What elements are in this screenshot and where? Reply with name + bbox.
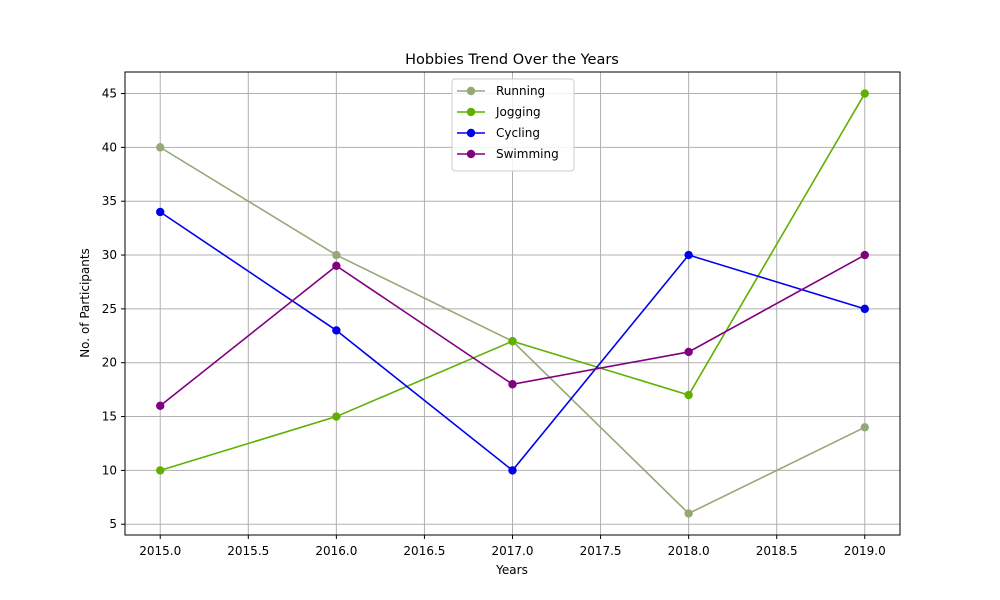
data-point-cycling (332, 326, 341, 335)
legend-item-cycling: Cycling (457, 126, 540, 140)
data-point-running (684, 509, 693, 518)
data-point-swimming (332, 261, 341, 271)
data-point-swimming (684, 347, 693, 357)
legend-swatch-marker (466, 107, 476, 117)
y-axis-label: No. of Participants (78, 248, 92, 358)
data-point-jogging (332, 412, 341, 421)
y-tick-label: 15 (102, 410, 117, 424)
y-tick-label: 45 (102, 87, 117, 101)
x-tick-label: 2016.0 (315, 544, 357, 558)
legend-label: Swimming (496, 147, 559, 161)
data-point-cycling (156, 207, 165, 217)
x-tick-label: 2017.0 (492, 544, 534, 558)
legend-swatch-marker (466, 149, 476, 159)
y-tick-label: 40 (102, 140, 117, 154)
legend-label: Cycling (496, 126, 540, 140)
x-axis-label: Years (495, 563, 528, 577)
series-swimming (156, 250, 869, 410)
y-tick-label: 5 (109, 517, 117, 531)
x-tick-label: 2017.5 (580, 544, 622, 558)
legend-item-swimming: Swimming (457, 147, 559, 161)
data-point-cycling (684, 250, 693, 260)
data-point-cycling (508, 466, 517, 475)
x-tick-label: 2018.5 (756, 544, 798, 558)
data-point-running (156, 143, 165, 152)
chart-title: Hobbies Trend Over the Years (405, 52, 619, 68)
legend-label: Running (496, 84, 545, 98)
x-tick-label: 2018.0 (668, 544, 710, 558)
data-point-jogging (508, 336, 517, 346)
data-point-jogging (156, 466, 165, 475)
series-jogging (156, 89, 869, 475)
legend-swatch-marker (466, 86, 476, 96)
y-axis-ticks: 5 10 15 20 25 30 35 40 45 (102, 87, 125, 531)
series-group (156, 89, 869, 518)
x-tick-label: 2019.0 (844, 544, 886, 558)
legend-item-running: Running (457, 84, 545, 98)
y-tick-label: 20 (102, 356, 117, 370)
legend: Running Jogging Cycling Swimming (451, 78, 575, 172)
legend-label: Jogging (495, 105, 541, 119)
data-point-running (860, 423, 869, 432)
data-point-jogging (860, 89, 869, 98)
y-tick-label: 10 (102, 463, 117, 477)
data-point-swimming (508, 380, 517, 389)
data-point-swimming (156, 401, 165, 410)
y-tick-label: 30 (102, 248, 117, 262)
data-point-swimming (860, 250, 869, 260)
x-tick-label: 2016.5 (403, 544, 445, 558)
legend-swatch-marker (466, 128, 476, 138)
x-tick-label: 2015.5 (227, 544, 269, 558)
x-tick-label: 2015.0 (139, 544, 181, 558)
y-tick-label: 35 (102, 194, 117, 208)
data-point-cycling (860, 304, 869, 314)
data-point-jogging (684, 390, 693, 400)
legend-item-jogging: Jogging (457, 105, 541, 119)
data-point-running (332, 250, 341, 260)
x-axis-ticks: 2015.0 2015.5 2016.0 2016.5 2017.0 2017.5 2018… (139, 535, 886, 558)
y-tick-label: 25 (102, 302, 117, 316)
legend-box (451, 78, 575, 172)
series-cycling (156, 207, 869, 475)
